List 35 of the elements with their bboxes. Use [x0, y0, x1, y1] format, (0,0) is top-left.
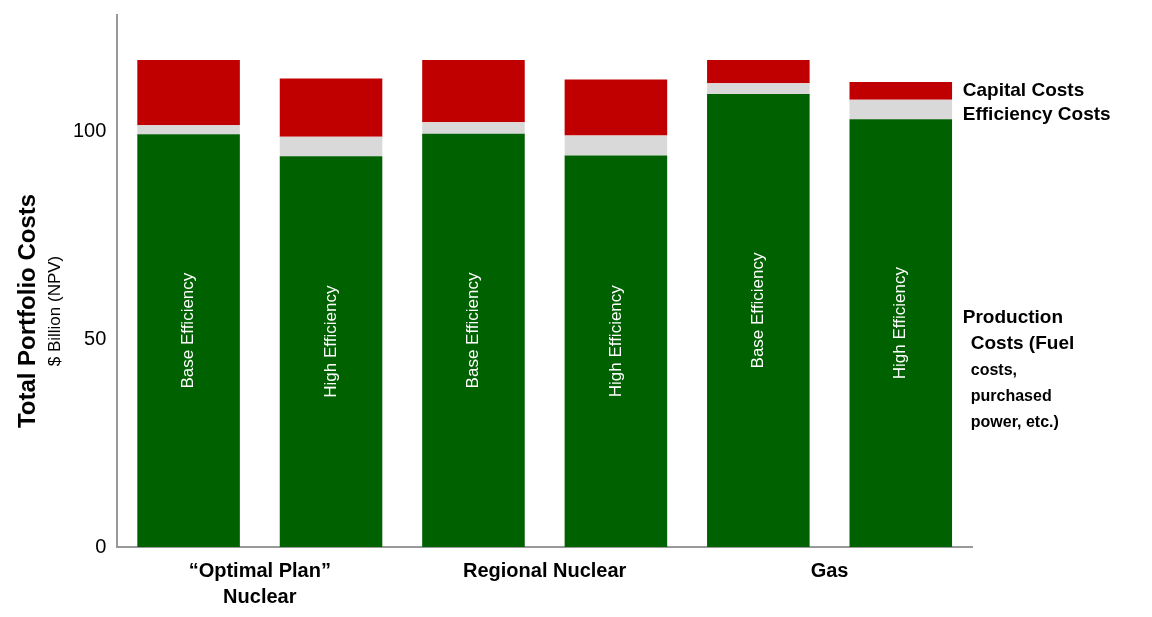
bar: [707, 83, 810, 94]
series-label: Capital Costs: [962, 79, 1085, 101]
series-label: Efficiency Costs: [962, 103, 1111, 125]
bar: [707, 59, 810, 84]
bar: [564, 155, 668, 547]
bar: [564, 135, 668, 156]
bar: [707, 93, 810, 547]
bar: [564, 79, 668, 136]
bar: [422, 122, 525, 134]
bar: [849, 99, 953, 120]
x-tick-label: High Efficiency: [320, 285, 340, 398]
bar: [279, 156, 383, 547]
text: Regional Nuclear: [462, 558, 627, 581]
text: “Optimal Plan” Nuclear: [188, 558, 331, 607]
x-tick-label: High Efficiency: [605, 284, 625, 398]
x-tick-label: High Efficiency: [890, 266, 910, 380]
x-tick-label: Base Efficiency: [178, 272, 198, 389]
text: $ Billion (NPV): [44, 255, 64, 367]
y-tick-label: 0: [95, 534, 107, 557]
bar: [137, 134, 240, 547]
x-tick-label: Base Efficiency: [463, 271, 483, 389]
bar: [137, 125, 240, 135]
x-tick-label: Base Efficiency: [748, 252, 768, 369]
bar: [137, 59, 240, 126]
bar: [849, 81, 953, 100]
bar: [279, 78, 383, 137]
y-tick-label: 50: [84, 326, 107, 349]
bar: [279, 136, 383, 157]
series-label: Production Costs (Fuel costs, purchased power, etc.): [962, 306, 1075, 430]
bar: [849, 119, 953, 547]
text: Gas: [810, 558, 849, 581]
y-tick-label: 100: [72, 118, 107, 141]
y-axis-title: Total Portfolio Costs: [12, 193, 40, 429]
bar: [422, 59, 525, 123]
bar: [422, 133, 525, 547]
